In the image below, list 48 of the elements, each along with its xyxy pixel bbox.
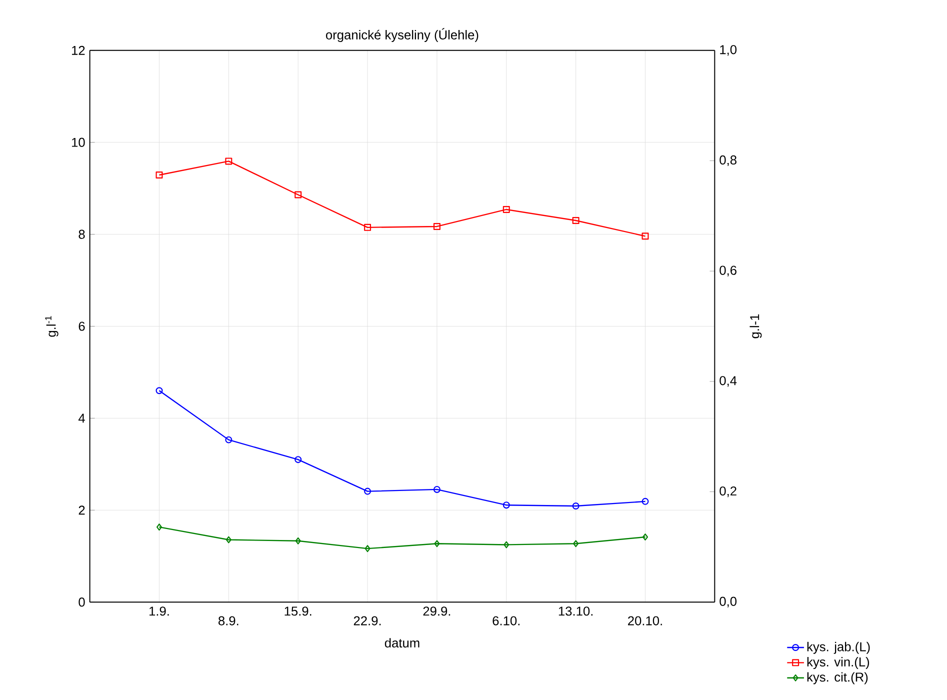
y2-tick-label: 0,8 (720, 155, 736, 166)
x-axis-title: datum (384, 638, 420, 648)
point (225, 436, 232, 444)
point (433, 222, 440, 230)
chart-title: organické kyseliny (Úlehle) (326, 28, 478, 42)
point (295, 537, 301, 544)
point (226, 536, 232, 544)
y2-tick-label: 1,0 (720, 45, 737, 56)
point (504, 541, 510, 548)
x-tick-label: 6.10. (492, 616, 520, 626)
y2-tick-label: 0,0 (720, 596, 737, 608)
point (364, 545, 370, 552)
y-tick-label: 10 (72, 138, 85, 147)
x-tick-label: 22.9. (354, 616, 381, 626)
point (572, 217, 580, 224)
y-tick-label: 8 (78, 230, 85, 239)
x-tick-label: 15.9. (284, 606, 312, 616)
y-tick-label: 0 (78, 598, 85, 607)
y2-tick-label: 0,6 (720, 266, 736, 276)
point (502, 502, 510, 509)
legend-label: kys. vin.(L) (807, 657, 870, 670)
y2-axis-title: g.l-1 (750, 314, 762, 338)
x-tick-label: 29.9. (423, 606, 450, 616)
point (294, 456, 302, 464)
y-tick-label: 6 (78, 322, 85, 331)
x-tick-label: 8.9. (218, 616, 238, 626)
legend-label: kys. jab.(L) (807, 642, 870, 654)
point (572, 502, 580, 510)
y-axis-title: g.l$^{-1}$ (45, 316, 58, 337)
legend-label: kys. cit.(R) (807, 672, 868, 684)
x-tick-label: 1.9. (149, 606, 169, 616)
point (573, 540, 579, 548)
y-tick-label: 4 (78, 414, 85, 423)
y2-tick-label: 0,4 (720, 376, 737, 387)
point (642, 232, 649, 240)
x-tick-label: 13.10. (558, 606, 592, 616)
point (294, 191, 302, 198)
x-tick-label: 20.10. (628, 616, 662, 626)
y-tick-label: 2 (78, 506, 85, 515)
y2-tick-label: 0,2 (720, 486, 736, 498)
point (156, 172, 163, 178)
point (364, 488, 372, 495)
point (364, 224, 372, 231)
point (225, 158, 232, 165)
y-tick-label: 12 (72, 46, 85, 55)
point (502, 206, 510, 213)
point (433, 486, 440, 493)
point (434, 540, 440, 548)
